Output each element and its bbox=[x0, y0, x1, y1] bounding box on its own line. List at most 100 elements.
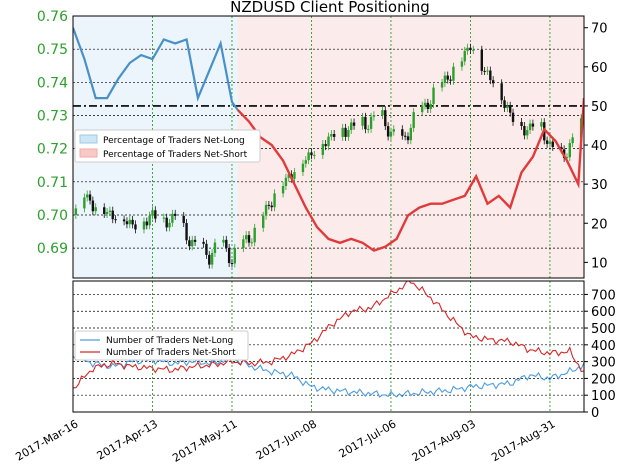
candle-body bbox=[508, 105, 512, 113]
candle-body bbox=[293, 172, 296, 179]
candle-body bbox=[188, 240, 191, 247]
candle-body bbox=[361, 116, 364, 126]
date-axis: 2017-Mar-16 2017-Apr-13 2017-May-11 2017-Ju… bbox=[13, 417, 557, 465]
price-tick-label: 0.74 bbox=[37, 75, 68, 91]
net-short-shading bbox=[237, 16, 584, 278]
candle-body bbox=[281, 185, 285, 194]
candle-body bbox=[452, 66, 455, 81]
candle-body bbox=[426, 102, 430, 110]
top-panel: 0.69 0.70 0.71 0.72 0.73 0.74 0.75 0.76 10 20 30 4… bbox=[37, 9, 608, 279]
candle-body bbox=[74, 208, 78, 215]
percent-tick-label: 50 bbox=[591, 100, 608, 115]
candle-body bbox=[108, 210, 112, 213]
candle-body bbox=[523, 125, 526, 136]
x-tick-label: 2017-May-11 bbox=[170, 417, 239, 465]
top-panel-frame bbox=[72, 15, 585, 279]
net-short-legend-label: Percentage of Traders Net-Short bbox=[103, 150, 248, 160]
candle-body bbox=[526, 130, 529, 136]
candle-body bbox=[480, 49, 483, 71]
candle-body bbox=[154, 210, 157, 219]
candle-body bbox=[469, 47, 472, 51]
candle-body bbox=[91, 200, 95, 212]
top-legend: Percentage of Traders Net-Long Percentag… bbox=[74, 129, 261, 163]
candle-body bbox=[460, 61, 464, 67]
count-tick-label: 500 bbox=[591, 322, 616, 337]
candle-body bbox=[193, 239, 197, 242]
count-tick-label: 0 bbox=[591, 406, 599, 421]
x-tick-label: 2017-Aug-31 bbox=[489, 417, 557, 464]
candle-body bbox=[500, 83, 503, 101]
candle-body bbox=[446, 75, 449, 80]
candle-body bbox=[372, 115, 376, 117]
percent-tick-label: 60 bbox=[591, 61, 608, 76]
candle-body bbox=[384, 110, 387, 127]
candle-body bbox=[222, 239, 225, 243]
candle-body bbox=[528, 123, 532, 131]
candle-body bbox=[230, 262, 234, 264]
candle-body bbox=[440, 82, 444, 88]
candle-body bbox=[122, 219, 126, 222]
candle-body bbox=[114, 219, 117, 221]
candle-body bbox=[270, 205, 273, 208]
candle-body bbox=[267, 204, 271, 206]
candle-body bbox=[273, 193, 276, 208]
candle-body bbox=[313, 154, 316, 156]
candle-body bbox=[548, 141, 552, 144]
candle-body bbox=[449, 79, 452, 81]
candle-body bbox=[381, 110, 384, 116]
candle-body bbox=[503, 100, 506, 109]
candle-body bbox=[486, 70, 489, 72]
candle-body bbox=[565, 157, 569, 159]
candle-body bbox=[191, 239, 194, 247]
price-tick-label: 0.75 bbox=[37, 42, 68, 58]
candle-body bbox=[443, 75, 447, 83]
candle-body bbox=[105, 212, 109, 214]
candle-body bbox=[327, 136, 330, 147]
x-tick-label: 2017-Mar-16 bbox=[13, 417, 80, 463]
candle-body bbox=[182, 215, 185, 224]
candle-body bbox=[85, 194, 89, 198]
bottom-legend: Number of Traders Net-Long Number of Tra… bbox=[74, 330, 249, 361]
net-long-percentage-line bbox=[73, 27, 239, 111]
candle-body bbox=[168, 222, 171, 228]
candle-body bbox=[142, 221, 146, 230]
candle-body bbox=[489, 70, 492, 81]
candle-body bbox=[244, 235, 248, 240]
candle-body bbox=[420, 105, 424, 113]
percent-tick-label: 10 bbox=[591, 256, 608, 271]
candle-body bbox=[568, 143, 572, 158]
candle-body bbox=[324, 144, 327, 147]
count-tick-label: 600 bbox=[591, 305, 616, 320]
percent-tick-label: 30 bbox=[591, 178, 608, 193]
candle-body bbox=[506, 105, 509, 109]
candle-body bbox=[162, 217, 166, 219]
candle-body bbox=[330, 133, 333, 137]
candle-body bbox=[352, 122, 356, 126]
price-tick-label: 0.73 bbox=[37, 108, 68, 124]
x-tick-label: 2017-Apr-13 bbox=[95, 417, 160, 462]
candle-body bbox=[225, 239, 228, 248]
candle-body bbox=[310, 152, 313, 156]
candle-body bbox=[483, 70, 486, 72]
candle-body bbox=[208, 254, 211, 265]
count-tick-label: 200 bbox=[591, 372, 616, 387]
chart-title: NZDUSD Client Positioning bbox=[230, 0, 430, 16]
x-tick-label: 2017-Aug-03 bbox=[410, 417, 478, 464]
percent-tick-label: 70 bbox=[591, 22, 608, 37]
candle-body bbox=[466, 47, 469, 51]
candle-body bbox=[321, 144, 325, 155]
candle-body bbox=[185, 223, 188, 241]
candle-body bbox=[406, 136, 410, 141]
candle-body bbox=[341, 127, 344, 137]
candle-body bbox=[367, 128, 370, 130]
candle-body bbox=[131, 219, 134, 225]
candle-body bbox=[511, 112, 515, 122]
candle-body bbox=[253, 227, 256, 243]
candle-body bbox=[463, 50, 466, 62]
candle-body bbox=[242, 239, 245, 249]
candle-body bbox=[148, 215, 151, 226]
candle-body bbox=[250, 242, 254, 244]
count-tick-label: 700 bbox=[591, 288, 616, 303]
